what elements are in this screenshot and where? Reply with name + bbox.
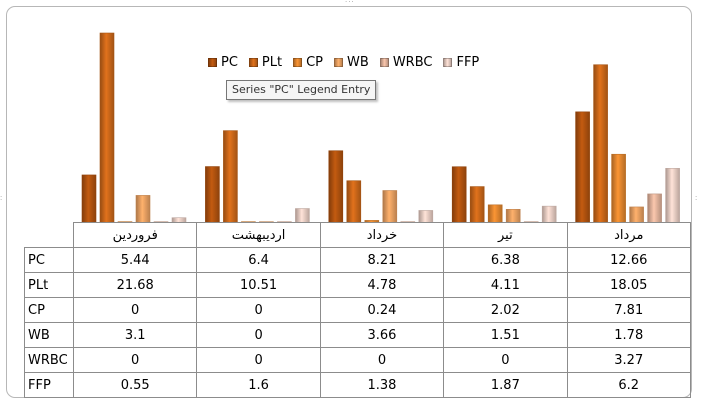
table-cell: 0.55	[72, 372, 198, 398]
table-cell: 1.6	[196, 372, 321, 398]
bar-ffp-3[interactable]	[418, 210, 434, 223]
table-cell: 6.2	[566, 372, 691, 398]
series-label: FFP	[24, 372, 74, 398]
table-cell: 18.05	[566, 272, 691, 298]
bar-ffp-5[interactable]	[665, 168, 680, 223]
table-cell: 2.02	[443, 297, 568, 323]
table-cell: 0	[196, 322, 321, 348]
table-cell: 5.44	[72, 247, 198, 273]
table-cell: 0	[72, 347, 198, 373]
bar-pc-4[interactable]	[451, 166, 467, 223]
category-label: تیر	[443, 222, 568, 248]
bar-cp-4[interactable]	[487, 204, 503, 223]
table-cell: 3.66	[319, 322, 445, 348]
table-row: FFP 0.55 1.6 1.38 1.87 6.2	[24, 372, 691, 398]
legend-tooltip: Series "PC" Legend Entry	[226, 80, 377, 100]
table-cell: 3.27	[566, 347, 691, 373]
table-cell: 3.1	[72, 322, 198, 348]
series-label: PC	[24, 247, 74, 273]
legend-item-pc[interactable]: PC	[208, 55, 238, 70]
table-cell: 4.78	[319, 272, 445, 298]
legend-label: CP	[306, 55, 324, 70]
table-cell: 4.11	[443, 272, 568, 298]
bar-wb-4[interactable]	[505, 209, 521, 223]
legend-label: PC	[221, 55, 238, 70]
table-cell: 0	[443, 347, 568, 373]
table-cell: 1.38	[319, 372, 445, 398]
legend-swatch-wb	[334, 58, 344, 67]
table-cell: 1.78	[566, 322, 691, 348]
series-label: WRBC	[24, 347, 74, 373]
resize-handle-left[interactable]: · ·	[0, 193, 4, 204]
series-label: PLt	[24, 272, 74, 298]
legend-item-wrbc[interactable]: WRBC	[379, 55, 433, 70]
bar-plt-4[interactable]	[469, 186, 485, 223]
category-label: اردیبهشت	[196, 222, 321, 248]
legend-swatch-pc	[208, 58, 217, 67]
legend-label: PLt	[261, 55, 283, 70]
table-cell: 0	[196, 347, 321, 373]
bar-ffp-4[interactable]	[541, 205, 557, 223]
table-cell: 6.4	[196, 247, 321, 273]
legend-label: WB	[347, 55, 369, 70]
table-row: PC 5.44 6.4 8.21 6.38 12.66	[24, 247, 691, 273]
bar-wb-5[interactable]	[629, 206, 644, 223]
legend-label: FFP	[456, 55, 480, 70]
resize-handle-right[interactable]: · ·	[695, 193, 699, 204]
table-row: PLt 21.68 10.51 4.78 4.11 18.05	[24, 272, 691, 298]
table-row: CP 0 0 0.24 2.02 7.81	[24, 297, 691, 323]
bar-pc-5[interactable]	[575, 111, 590, 223]
bar-plt-1[interactable]	[99, 32, 115, 223]
legend-label: WRBC	[392, 55, 433, 70]
data-table[interactable]: فروردین اردیبهشت خرداد تیر مرداد PC 5.44 6.4 8.2…	[24, 222, 691, 398]
bar-plt-2[interactable]	[223, 130, 238, 223]
legend-swatch-plt	[248, 58, 258, 67]
bar-pc-3[interactable]	[328, 150, 344, 223]
table-cell: 0	[196, 297, 321, 323]
table-cell: 1.51	[443, 322, 568, 348]
legend-swatch-wrbc	[379, 58, 389, 67]
legend-item-cp[interactable]: CP	[293, 55, 323, 70]
table-cell: 0	[72, 297, 198, 323]
bar-pc-1[interactable]	[81, 174, 97, 223]
bar-plt-3[interactable]	[346, 180, 362, 223]
series-label: CP	[24, 297, 74, 323]
legend-swatch-cp	[293, 58, 303, 67]
bar-pc-2[interactable]	[205, 166, 220, 223]
category-label: فروردین	[72, 222, 198, 248]
series-label: WB	[24, 322, 74, 348]
legend-swatch-ffp	[443, 58, 453, 67]
table-cell: 10.51	[196, 272, 321, 298]
category-label: خرداد	[319, 222, 445, 248]
bar-wb-3[interactable]	[382, 190, 398, 223]
table-cell: 0.24	[319, 297, 445, 323]
table-cell: 7.81	[566, 297, 691, 323]
table-header-row: فروردین اردیبهشت خرداد تیر مرداد	[24, 222, 691, 248]
legend-item-ffp[interactable]: FFP	[443, 55, 479, 70]
table-row: WB 3.1 0 3.66 1.51 1.78	[24, 322, 691, 348]
bar-cp-5[interactable]	[611, 153, 626, 223]
table-cell: 21.68	[72, 272, 198, 298]
bar-wb-1[interactable]	[135, 195, 151, 223]
resize-handle-top[interactable]: ···	[345, 0, 355, 6]
table-cell: 12.66	[566, 247, 691, 273]
bar-plt-5[interactable]	[593, 64, 608, 223]
bar-ffp-2[interactable]	[295, 208, 310, 223]
table-row: WRBC 0 0 0 0 3.27	[24, 347, 691, 373]
legend-item-wb[interactable]: WB	[334, 55, 369, 70]
legend-item-plt[interactable]: PLt	[248, 55, 283, 70]
table-cell: 6.38	[443, 247, 568, 273]
bar-wrbc-5[interactable]	[647, 193, 662, 223]
table-cell: 1.87	[443, 372, 568, 398]
table-cell: 0	[319, 347, 445, 373]
table-cell: 8.21	[319, 247, 445, 273]
table-corner	[24, 222, 74, 248]
legend[interactable]: PC PLt CP WB WRBC FFP	[208, 55, 479, 70]
category-label: مرداد	[566, 222, 691, 248]
